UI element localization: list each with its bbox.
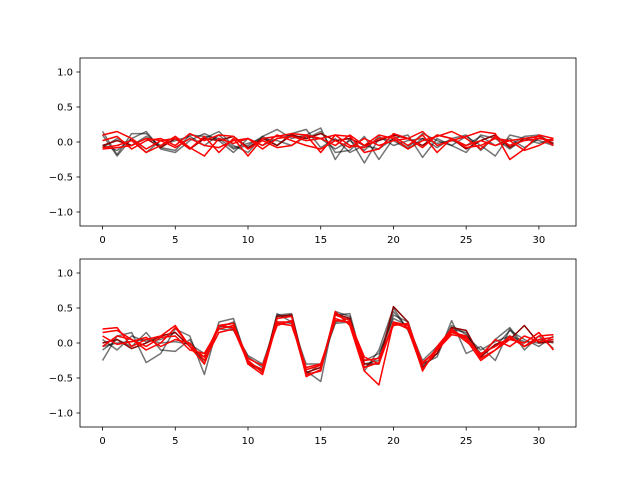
top-x-tick-label: 30 <box>533 235 546 246</box>
top-x-tick-label: 20 <box>387 235 400 246</box>
top-y-tick-label: −1.0 <box>49 208 73 219</box>
top-x-tick-label: 5 <box>172 235 178 246</box>
top-y-tick-label: 1.0 <box>57 68 73 79</box>
top-x-tick-label: 15 <box>314 235 327 246</box>
bottom-x-tick-label: 0 <box>99 436 105 447</box>
top-y-tick-label: 0.5 <box>57 103 73 114</box>
bottom-x-tick-label: 5 <box>172 436 178 447</box>
top-series-line-9 <box>102 134 554 150</box>
bottom-x-tick-label: 30 <box>533 436 546 447</box>
bottom-x-tick-label: 25 <box>460 436 473 447</box>
top-subplot-series <box>101 127 554 164</box>
bottom-y-tick-label: −0.5 <box>49 374 73 385</box>
top-subplot: 0 5 10 15 20 25 30 −1.0 −0.5 0.0 0.5 1.0 <box>49 57 577 247</box>
top-subplot-ticks: 0 5 10 15 20 25 30 −1.0 −0.5 0.0 0.5 1.0 <box>49 68 546 247</box>
top-series-line-7 <box>102 134 554 157</box>
bottom-subplot: 0 5 10 15 20 25 30 −1.0 −0.5 0.0 0.5 1.0 <box>49 258 577 448</box>
bottom-x-tick-label: 20 <box>387 436 400 447</box>
bottom-y-tick-label: 0.5 <box>57 304 73 315</box>
top-series-line-8 <box>102 130 554 150</box>
top-y-tick-label: −0.5 <box>49 173 73 184</box>
bottom-series-line-9 <box>102 319 554 371</box>
bottom-y-tick-label: −1.0 <box>49 409 73 420</box>
bottom-subplot-ticks: 0 5 10 15 20 25 30 −1.0 −0.5 0.0 0.5 1.0 <box>49 269 546 448</box>
bottom-y-tick-label: 0.0 <box>57 339 73 350</box>
bottom-subplot-series <box>101 305 555 386</box>
bottom-y-tick-label: 1.0 <box>57 269 73 280</box>
top-series-line-6 <box>102 130 554 161</box>
top-x-tick-label: 10 <box>242 235 255 246</box>
top-x-tick-label: 0 <box>99 235 105 246</box>
top-x-tick-label: 25 <box>460 235 473 246</box>
bottom-x-tick-label: 15 <box>314 436 327 447</box>
top-y-tick-label: 0.0 <box>57 138 73 149</box>
bottom-x-tick-label: 10 <box>242 436 255 447</box>
